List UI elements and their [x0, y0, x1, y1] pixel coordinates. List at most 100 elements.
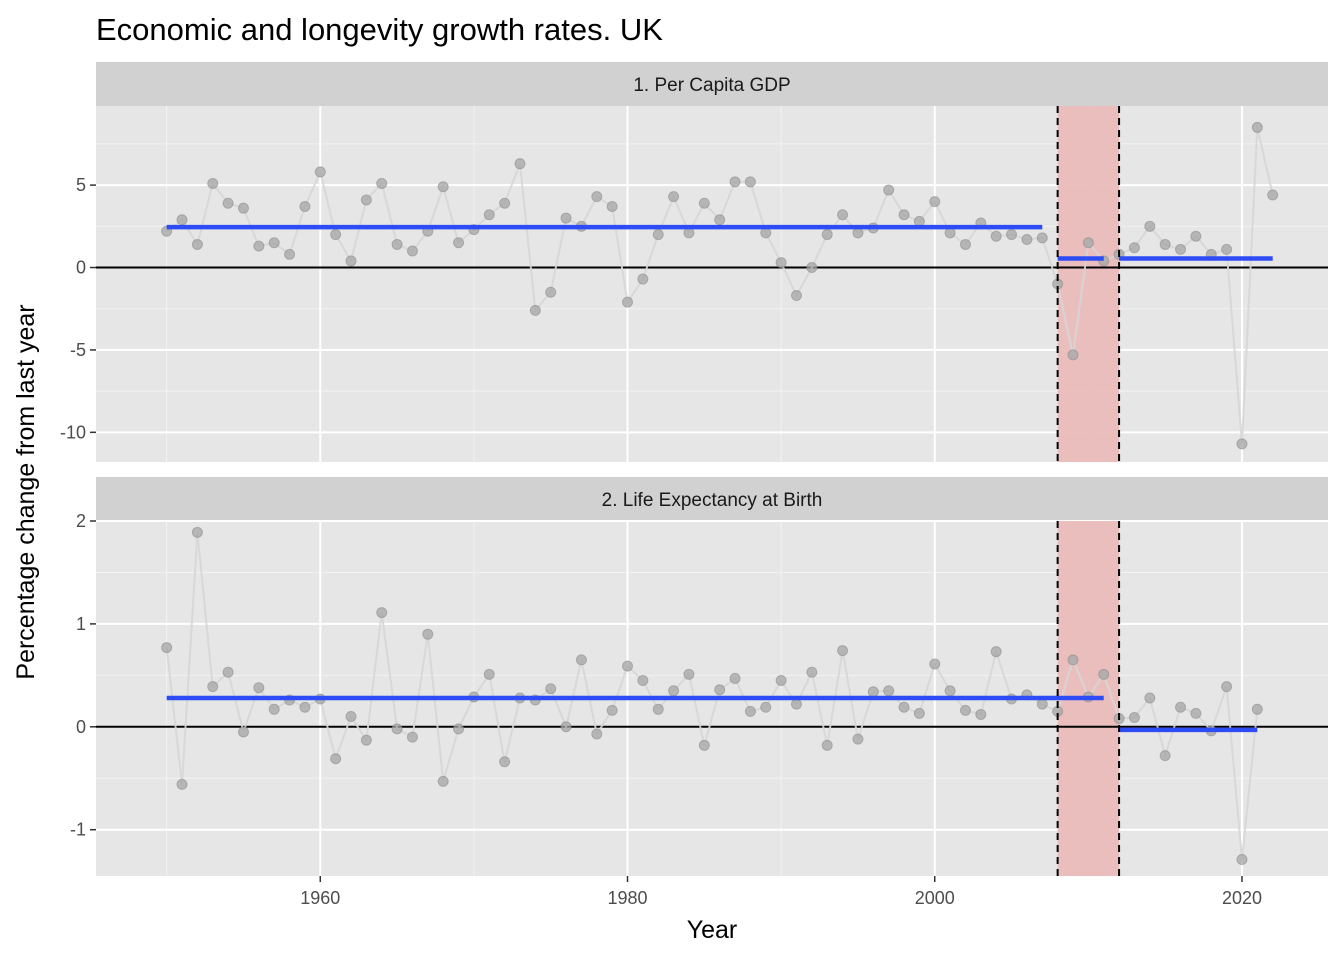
data-point: [176, 214, 188, 226]
series-line: [165, 532, 1259, 860]
data-point: [790, 698, 802, 710]
data-point: [652, 229, 664, 241]
data-point: [483, 668, 495, 680]
data-point: [990, 646, 1002, 658]
data-point: [698, 197, 710, 209]
data-point: [959, 704, 971, 716]
data-point: [1036, 232, 1048, 244]
facet-strip-label: 1. Per Capita GDP: [633, 75, 790, 96]
data-point: [207, 681, 219, 693]
data-point: [176, 778, 188, 790]
data-point: [1159, 750, 1171, 762]
data-point: [560, 721, 572, 733]
data-point: [237, 202, 249, 214]
chart-title: Economic and longevity growth rates. UK: [96, 12, 663, 47]
data-point: [1251, 121, 1263, 133]
data-point: [391, 723, 403, 735]
data-point: [1236, 438, 1248, 450]
data-point: [453, 723, 465, 735]
facet-strip: [96, 62, 1328, 106]
data-point: [253, 240, 265, 252]
data-point: [376, 177, 388, 189]
data-point: [253, 682, 265, 694]
data-point: [191, 526, 203, 538]
data-point: [975, 708, 987, 720]
data-point: [422, 628, 434, 640]
data-point: [959, 238, 971, 250]
y-tick-label: 1: [76, 614, 86, 634]
data-point: [775, 257, 787, 269]
data-point: [622, 296, 634, 308]
data-point: [191, 238, 203, 250]
data-point: [898, 209, 910, 221]
data-point: [944, 227, 956, 239]
data-point: [806, 262, 818, 274]
y-tick-label: -1: [70, 820, 86, 840]
data-point: [437, 775, 449, 787]
data-point: [1128, 712, 1140, 724]
data-point: [837, 209, 849, 221]
x-tick-label: 2020: [1222, 888, 1262, 908]
data-point: [1098, 668, 1110, 680]
data-point: [360, 194, 372, 206]
data-point: [222, 197, 234, 209]
data-point: [514, 158, 526, 170]
data-point: [453, 237, 465, 249]
data-point: [1175, 243, 1187, 255]
data-point: [207, 177, 219, 189]
data-point: [683, 227, 695, 239]
data-point: [637, 674, 649, 686]
data-point: [314, 166, 326, 178]
data-point: [529, 304, 541, 316]
data-point: [222, 666, 234, 678]
data-point: [883, 184, 895, 196]
data-point: [483, 209, 495, 221]
data-point: [1128, 242, 1140, 254]
data-point: [929, 196, 941, 208]
data-point: [575, 654, 587, 666]
data-point: [545, 286, 557, 298]
data-point: [990, 230, 1002, 242]
data-point: [1036, 698, 1048, 710]
y-tick-label: 5: [76, 175, 86, 195]
data-point: [499, 197, 511, 209]
data-point: [284, 248, 296, 260]
data-point: [668, 685, 680, 697]
data-point: [1221, 243, 1233, 255]
data-point: [1190, 230, 1202, 242]
x-tick-label: 1960: [300, 888, 340, 908]
data-point: [1175, 701, 1187, 713]
data-point: [406, 731, 418, 743]
data-point: [345, 255, 357, 267]
data-point: [760, 227, 772, 239]
data-point: [591, 191, 603, 203]
data-point: [560, 212, 572, 224]
data-point: [729, 672, 741, 684]
data-point: [1144, 692, 1156, 704]
data-point: [591, 728, 603, 740]
data-point: [161, 642, 173, 654]
data-point: [299, 201, 311, 213]
data-point: [652, 703, 664, 715]
data-point: [929, 658, 941, 670]
data-point: [330, 229, 342, 241]
data-point: [637, 273, 649, 285]
data-point: [268, 237, 280, 249]
data-point: [299, 701, 311, 713]
data-point: [944, 685, 956, 697]
data-point: [867, 686, 879, 698]
data-point: [268, 703, 280, 715]
data-point: [391, 238, 403, 250]
data-point: [760, 701, 772, 713]
data-point: [821, 229, 833, 241]
facet-strip-label: 2. Life Expectancy at Birth: [602, 490, 823, 511]
data-point: [345, 711, 357, 723]
data-point: [744, 705, 756, 717]
data-point: [790, 290, 802, 302]
data-point: [683, 668, 695, 680]
data-point: [1144, 220, 1156, 232]
data-point: [330, 753, 342, 765]
data-point: [376, 607, 388, 619]
